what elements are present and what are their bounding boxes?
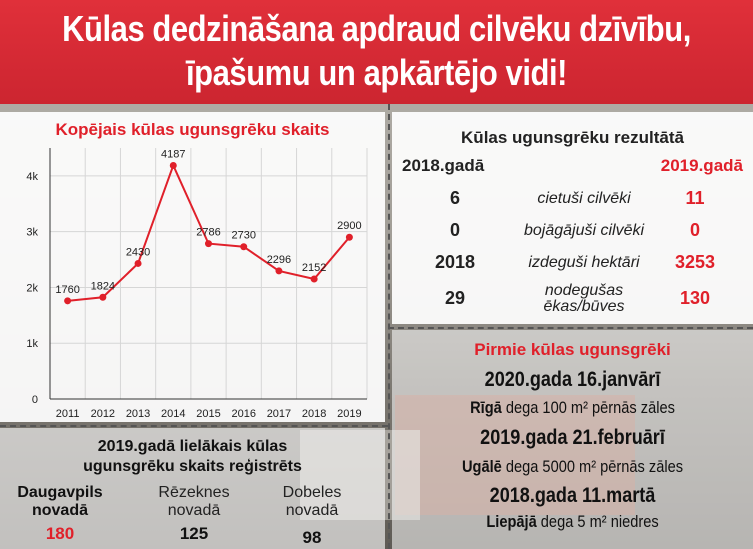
y-tick-label: 0 <box>32 394 38 406</box>
first-fire-detail: Ugālē dega 5000 m² pērnās zāles <box>417 457 727 477</box>
regions-panel: 2019.gadā lielākais kūlas ugunsgrēku ska… <box>0 428 385 549</box>
row-label: nodegušas ēkas/būves <box>543 282 625 315</box>
results-panel: Kūlas ugunsgrēku rezultātā 2018.gadā 201… <box>392 112 753 324</box>
data-point <box>240 243 248 251</box>
first-fire-place: Rīgā <box>470 398 502 417</box>
year-2018-label: 2018.gadā <box>402 156 485 175</box>
data-label: 2152 <box>302 262 326 274</box>
region-value: 180 <box>45 524 75 543</box>
first-fire-date: 2018.gada 11.martā <box>489 484 656 507</box>
x-tick-label: 2012 <box>91 408 115 420</box>
row-label: bojāgājuši cilvēki <box>523 222 645 239</box>
x-tick-label: 2017 <box>267 408 291 420</box>
results-title: Kūlas ugunsgrēku rezultātā <box>461 128 684 147</box>
regions-title-line2: ugunsgrēku skaits reģistrēts <box>83 458 302 475</box>
y-tick-label: 1k <box>26 338 38 350</box>
first-fire-desc: dega 5 m² niedres <box>540 512 659 531</box>
first-fire-place: Ugālē <box>461 457 502 476</box>
data-point <box>169 161 177 169</box>
data-label: 2730 <box>231 230 255 242</box>
value-2019: 3253 <box>674 252 716 272</box>
x-tick-label: 2014 <box>161 408 185 420</box>
first-fire-date: 2020.gada 16.janvārī <box>484 368 661 391</box>
results-row: 29 nodegušas ēkas/būves 130 <box>392 282 753 322</box>
region-value: 125 <box>179 524 209 543</box>
data-label: 4187 <box>161 148 185 160</box>
chart-panel: Kopējais kūlas ugunsgrēku skaits 0 1k 2k 3k… <box>0 112 385 422</box>
data-point <box>99 293 107 301</box>
y-tick-label: 2k <box>26 282 38 294</box>
value-2018: 6 <box>449 188 460 208</box>
data-point <box>310 275 318 283</box>
row-label: cietuši cilvēki <box>537 190 631 207</box>
first-fires-panel: Pirmie kūlas ugunsgrēki 2020.gada 16.jan… <box>392 330 753 549</box>
first-fire-desc: dega 100 m² pērnās zāles <box>505 398 675 417</box>
regions-title-line1: 2019.gadā lielākais kūlas <box>97 438 288 455</box>
first-fires-title: Pirmie kūlas ugunsgrēki <box>474 340 671 359</box>
first-fire-place: Liepājā <box>486 512 537 531</box>
page-title-line2: īpašumu un apkārtējo vidi! <box>185 52 568 93</box>
region-name-line2: novadā <box>285 502 339 519</box>
results-row: 6 cietuši cilvēki 11 <box>392 188 753 216</box>
region-name-line1: Rēzeknes <box>158 484 230 501</box>
chart-title: Kopējais kūlas ugunsgrēku skaits <box>55 120 330 139</box>
data-label: 1760 <box>55 284 79 296</box>
region-value: 98 <box>302 528 322 547</box>
region-name-line2: novadā <box>167 502 221 519</box>
results-row: 2018 izdeguši hektāri 3253 <box>392 252 753 280</box>
region-name-line1: Daugavpils <box>17 484 103 501</box>
y-tick-label: 4k <box>26 171 38 183</box>
first-fire-detail: Rīgā dega 100 m² pērnās zāles <box>417 398 727 418</box>
results-row: 0 bojāgājuši cilvēki 0 <box>392 220 753 248</box>
region-name: Dobeles novadā <box>252 484 372 520</box>
x-tick-label: 2015 <box>196 408 220 420</box>
data-label: 2786 <box>196 227 220 239</box>
value-2018: 29 <box>444 288 466 308</box>
divider-right <box>388 327 753 329</box>
data-point <box>275 267 283 275</box>
header-banner: Kūlas dedzināšana apdraud cilvēku dzīvīb… <box>0 0 753 104</box>
value-2018: 2018 <box>434 252 476 272</box>
data-point <box>205 240 212 248</box>
value-2019: 130 <box>679 288 711 308</box>
first-fire-date: 2019.gada 21.februārī <box>480 426 665 449</box>
region-name-line1: Dobeles <box>282 484 342 501</box>
x-tick-label: 2016 <box>231 408 255 420</box>
year-2019-label: 2019.gadā <box>660 156 743 175</box>
data-label: 2430 <box>126 246 150 258</box>
region-name: Rēzeknes novadā <box>134 484 254 520</box>
data-point <box>345 233 353 241</box>
first-fire-detail: Liepājā dega 5 m² niedres <box>417 512 727 532</box>
x-tick-label: 2013 <box>126 408 150 420</box>
data-label: 1824 <box>91 280 115 292</box>
region-name-line2: novadā <box>31 502 88 519</box>
data-label: 2296 <box>267 254 291 266</box>
page-title-line1: Kūlas dedzināšana apdraud cilvēku dzīvīb… <box>62 8 691 49</box>
value-2018: 0 <box>449 220 460 240</box>
divider-vertical <box>388 104 390 549</box>
region-name: Daugavpils novadā <box>0 484 120 520</box>
value-2019: 11 <box>685 188 705 208</box>
y-tick-label: 3k <box>26 227 38 239</box>
value-2019: 0 <box>689 220 700 240</box>
row-label: izdeguši hektāri <box>528 254 640 271</box>
x-tick-label: 2018 <box>302 408 326 420</box>
divider-left <box>0 425 388 427</box>
data-point <box>64 297 72 305</box>
line-chart: 0 1k 2k 3k 4k 2011 2012 2013 2014 2015 2016 2017 201… <box>26 148 368 420</box>
data-label: 2900 <box>337 220 361 232</box>
first-fire-desc: dega 5000 m² pērnās zāles <box>505 457 684 476</box>
data-point <box>134 259 142 267</box>
x-tick-label: 2019 <box>337 408 361 420</box>
x-tick-label: 2011 <box>56 408 80 420</box>
